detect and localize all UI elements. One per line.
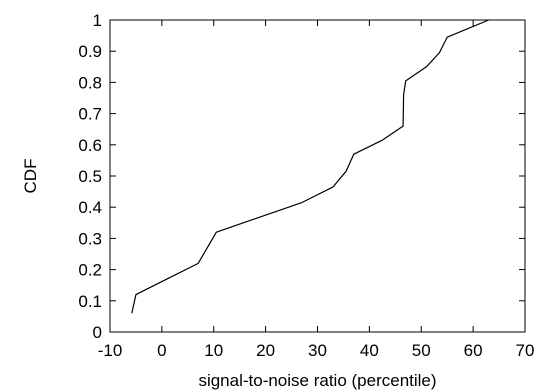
plot-frame (109, 19, 526, 333)
series-group (131, 19, 489, 314)
y-tick-label: 0 (93, 323, 102, 342)
y-axis-label: CDF (21, 159, 40, 194)
y-tick-label: 0.5 (78, 167, 102, 186)
x-tick-label: -10 (98, 341, 123, 360)
y-tick-label: 0.7 (78, 105, 102, 124)
cdf-line (131, 19, 489, 314)
y-tick-label: 0.2 (78, 261, 102, 280)
x-tick-label: 40 (360, 341, 379, 360)
x-tick-label: 0 (157, 341, 166, 360)
x-tick-label: 30 (308, 341, 327, 360)
x-tick-label: 20 (256, 341, 275, 360)
y-tick-label: 0.9 (78, 42, 102, 61)
x-tick-label: 60 (464, 341, 483, 360)
x-axis-label: signal-to-noise ratio (percentile) (198, 371, 436, 390)
y-tick-label: 0.8 (78, 73, 102, 92)
plot-border (109, 19, 526, 333)
y-tick-label: 0.4 (78, 198, 102, 217)
y-tick-label: 0.6 (78, 136, 102, 155)
x-tick-label: 70 (516, 341, 535, 360)
axis-ticks: -10 0 10 20 30 40 50 60 7000.10.20.30.40.50.60.7… (78, 11, 534, 360)
y-tick-label: 0.1 (78, 292, 102, 311)
x-tick-label: 10 (204, 341, 223, 360)
y-tick-label: 0.3 (78, 229, 102, 248)
x-tick-label: 50 (412, 341, 431, 360)
y-tick-label: 1 (93, 11, 102, 30)
